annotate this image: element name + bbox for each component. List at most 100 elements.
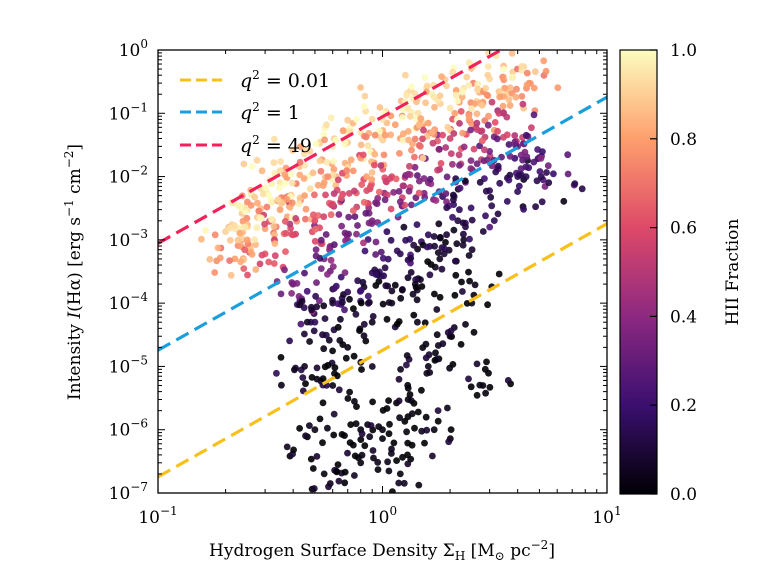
- scatter-point: [405, 136, 412, 144]
- scatter-point: [411, 424, 418, 432]
- scatter-point: [486, 148, 493, 155]
- scatter-point: [479, 382, 487, 389]
- scatter-point: [422, 354, 430, 362]
- scatter-point: [261, 220, 268, 228]
- scatter-point: [328, 201, 335, 209]
- scatter-point: [281, 266, 288, 274]
- scatter-point: [433, 306, 441, 313]
- svg-text:q2 = 0.01: q2 = 0.01: [240, 68, 330, 92]
- scatter-point: [357, 84, 364, 91]
- scatter-point: [482, 212, 489, 220]
- scatter-point: [414, 318, 421, 326]
- scatter-point: [356, 327, 363, 334]
- scatter-point: [372, 238, 380, 246]
- scatter-point: [227, 271, 235, 279]
- scatter-point: [391, 281, 399, 289]
- scatter-point: [452, 87, 460, 94]
- scatter-point: [419, 344, 427, 351]
- scatter-point: [434, 249, 442, 256]
- scatter-point: [353, 116, 360, 123]
- scatter-point: [450, 226, 458, 234]
- scatter-point: [364, 292, 372, 300]
- scatter-point: [310, 485, 318, 492]
- scatter-point: [359, 151, 367, 159]
- scatter-point: [390, 439, 398, 447]
- scatter-point: [414, 172, 421, 179]
- scatter-point: [455, 151, 463, 159]
- scatter-point: [476, 178, 484, 186]
- scatter-point: [251, 236, 258, 244]
- scatter-point: [312, 246, 320, 254]
- scatter-point: [433, 331, 441, 339]
- scatter-point: [234, 201, 242, 209]
- scatter-point: [434, 342, 442, 349]
- scatter-point: [341, 229, 349, 237]
- scatter-point: [330, 157, 337, 165]
- scatter-point: [337, 273, 345, 281]
- scatter-point: [471, 281, 479, 289]
- scatter-point: [522, 173, 530, 181]
- scatter-point: [255, 207, 263, 215]
- y-axis-label: Intensity I(Hα) [erg s−1 cm−2]: [62, 144, 85, 400]
- scatter-point: [466, 277, 473, 285]
- scatter-point: [478, 101, 486, 109]
- scatter-point: [287, 170, 295, 178]
- scatter-point: [501, 84, 508, 92]
- scatter-point: [452, 271, 460, 279]
- scatter-point: [404, 127, 412, 135]
- scatter-point: [442, 239, 449, 246]
- scatter-point: [344, 344, 352, 351]
- scatter-point: [352, 420, 360, 428]
- scatter-point: [374, 466, 382, 473]
- scatter-point: [564, 170, 572, 178]
- scatter-point: [324, 173, 332, 181]
- scatter-point: [444, 404, 451, 412]
- scatter-point: [277, 290, 285, 298]
- scatter-point: [434, 407, 442, 414]
- scatter-point: [317, 236, 325, 244]
- scatter-point: [416, 177, 423, 185]
- scatter-point: [311, 426, 319, 434]
- scatter-point: [519, 156, 526, 164]
- scatter-point: [519, 100, 527, 108]
- scatter-point: [309, 169, 317, 177]
- scatter-point: [381, 131, 389, 139]
- scatter-point: [295, 200, 303, 208]
- scatter-point: [303, 287, 311, 295]
- scatter-point: [309, 465, 317, 472]
- scatter-point: [360, 320, 368, 328]
- scatter-point: [484, 71, 492, 79]
- scatter-point: [436, 255, 444, 263]
- scatter-point: [367, 422, 375, 429]
- scatter-point: [424, 231, 432, 239]
- scatter-point: [495, 270, 503, 278]
- scatter-point: [319, 439, 326, 447]
- scatter-point: [375, 188, 383, 196]
- scatter-point: [414, 109, 422, 117]
- scatter-point: [320, 302, 328, 310]
- scatter-point: [333, 372, 341, 380]
- scatter-point: [278, 381, 285, 389]
- scatter-point: [436, 145, 443, 153]
- legend-entry: q2 = 49: [180, 133, 312, 157]
- scatter-point: [248, 250, 256, 258]
- scatter-point: [316, 157, 324, 165]
- scatter-point: [341, 479, 349, 487]
- scatter-point: [322, 231, 330, 238]
- scatter-point: [273, 369, 280, 377]
- scatter-point: [445, 438, 453, 446]
- scatter-point: [467, 383, 475, 391]
- scatter-point: [399, 114, 406, 121]
- scatter-point: [296, 425, 303, 432]
- scatter-point: [578, 185, 586, 193]
- scatter-point: [456, 120, 463, 127]
- scatter-point: [380, 151, 388, 159]
- model-line: [158, 222, 607, 479]
- scatter-point: [481, 365, 489, 373]
- scatter-point: [518, 63, 526, 70]
- scatter-point: [444, 329, 452, 336]
- scatter-point: [258, 167, 266, 175]
- legend-entry: q2 = 0.01: [180, 68, 330, 92]
- scatter-point: [426, 271, 434, 279]
- scatter-point: [319, 331, 326, 339]
